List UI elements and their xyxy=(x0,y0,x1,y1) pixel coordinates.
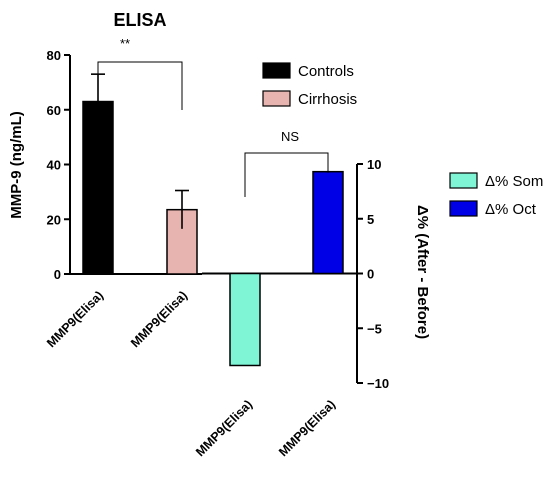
category-labels: MMP9(Elisa) MMP9(Elisa)MMP9(Elisa) MMP9(El… xyxy=(44,288,338,459)
left-tick-label: 20 xyxy=(47,212,61,227)
right-tick-label: −10 xyxy=(367,376,389,391)
category-label: MMP9(Elisa) xyxy=(193,397,255,459)
category-label: MMP9(Elisa) xyxy=(276,397,338,459)
left-tick-label: 0 xyxy=(54,267,61,282)
significance-bracket xyxy=(244,152,329,197)
right-tick-label: 10 xyxy=(367,157,381,172)
left-tick-label: 80 xyxy=(47,48,61,63)
legend-swatch xyxy=(449,200,478,217)
left-axis-label: MMP-9 (ng/mL) xyxy=(8,111,25,218)
left-tick-label: 40 xyxy=(47,158,61,173)
bar-oct xyxy=(312,170,344,275)
legend-swatch xyxy=(449,172,478,189)
right-tick-label: 5 xyxy=(367,212,374,227)
legend-swatch xyxy=(262,90,291,107)
legend: Controls Cirrhosis Δ% Som Δ% Oct xyxy=(262,62,543,218)
chart-title: ELISA xyxy=(113,10,166,30)
category-label: MMP9(Elisa) xyxy=(128,288,190,350)
right-axis: −10 −5 0 5 10 xyxy=(202,157,389,391)
legend-swatch xyxy=(262,62,291,79)
significance-label: ** xyxy=(120,36,130,51)
significance-label: NS xyxy=(281,129,299,144)
bar-som xyxy=(229,272,261,367)
bar-cirrhosis xyxy=(166,208,198,275)
legend-label: Cirrhosis xyxy=(298,91,357,108)
significance-bracket xyxy=(97,61,183,110)
right-tick-label: −5 xyxy=(367,321,382,336)
legend-label: Δ% Som xyxy=(485,173,543,190)
right-axis-label: Δ% (After - Before) xyxy=(414,205,431,339)
annotations: ** NS xyxy=(97,36,329,197)
left-tick-label: 60 xyxy=(47,103,61,118)
bars xyxy=(82,73,344,367)
legend-label: Δ% Oct xyxy=(485,201,537,218)
category-label: MMP9(Elisa) xyxy=(44,288,106,350)
legend-label: Controls xyxy=(298,63,354,80)
right-tick-label: 0 xyxy=(367,267,374,282)
